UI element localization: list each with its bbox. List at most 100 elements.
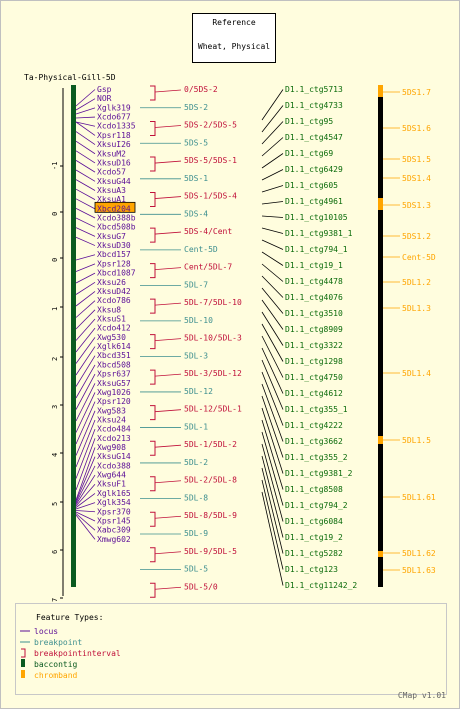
contig-label[interactable]: D1.1_ctg3662 [285, 437, 343, 446]
locus-label[interactable]: Xksu24 [97, 415, 126, 424]
interval-label[interactable]: 5DS-2/5DS-5 [184, 121, 237, 130]
contig-label[interactable]: D1.1_ctg5282 [285, 549, 343, 558]
locus-label[interactable]: Xwg908 [97, 443, 126, 452]
locus-label[interactable]: Xpsr370 [97, 507, 131, 516]
locus-label[interactable]: XksuS1 [97, 315, 126, 324]
contig-label[interactable]: D1.1_ctg4961 [285, 197, 343, 206]
breakpoint-label[interactable]: 5DL-1 [184, 422, 208, 431]
chromband-label[interactable]: 5DL1.63 [402, 566, 436, 575]
contig-label[interactable]: D1.1_ctg794_1 [285, 245, 348, 254]
contig-label[interactable]: D1.1_ctg69 [285, 149, 333, 158]
locus-label[interactable]: Xcdo388 [97, 461, 131, 470]
reference-backbone[interactable] [71, 85, 76, 587]
interval-label[interactable]: 5DS-5/5DS-1 [184, 156, 237, 165]
locus-label[interactable]: Xabc309 [97, 526, 131, 535]
interval-label[interactable]: 5DS-4/Cent [184, 227, 232, 236]
contig-label[interactable]: D1.1_ctg4612 [285, 389, 343, 398]
reference-box[interactable]: Reference Wheat, Physical [192, 13, 276, 63]
breakpoint-label[interactable]: Cent-5D [184, 245, 218, 254]
interval-label[interactable]: 5DL-3/5DL-12 [184, 369, 242, 378]
locus-label[interactable]: Xglk614 [97, 342, 131, 351]
contig-label[interactable]: D1.1_ctg19_1 [285, 261, 343, 270]
locus-label[interactable]: Xwg1026 [97, 388, 131, 397]
breakpoint-label[interactable]: 5DL-12 [184, 387, 213, 396]
chromband-label[interactable]: 5DS1.5 [402, 155, 431, 164]
locus-label[interactable]: Xpsr145 [97, 516, 131, 525]
locus-label[interactable]: Xcdo57 [97, 168, 126, 177]
contig-label[interactable]: D1.1_ctg9381_1 [285, 229, 353, 238]
map-title[interactable]: Ta-Physical-Gill-5D [24, 73, 116, 82]
contig-label[interactable]: D1.1_ctg10105 [285, 213, 348, 222]
locus-label[interactable]: XksuA1 [97, 195, 126, 204]
interval-label[interactable]: 5DS-1/5DS-4 [184, 192, 237, 201]
locus-label[interactable]: Xcdo213 [97, 434, 131, 443]
locus-label[interactable]: Xbcd508 [97, 360, 131, 369]
contig-label[interactable]: D1.1_ctg4222 [285, 421, 343, 430]
chromband-label[interactable]: 5DS1.7 [402, 88, 431, 97]
locus-label[interactable]: Xpsr637 [97, 370, 131, 379]
contig-label[interactable]: D1.1_ctg3510 [285, 309, 343, 318]
locus-label[interactable]: Xbcd1087 [97, 269, 136, 278]
locus-label[interactable]: XksuA3 [97, 186, 126, 195]
comparative-backbone[interactable] [378, 85, 383, 587]
locus-label[interactable]: Xglk165 [97, 489, 131, 498]
breakpoint-label[interactable]: 5DL-2 [184, 458, 208, 467]
interval-label[interactable]: 5DL-9/5DL-5 [184, 547, 237, 556]
contig-label[interactable]: D1.1_ctg9381_2 [285, 469, 353, 478]
locus-label[interactable]: Xpsr120 [97, 397, 131, 406]
locus-label[interactable]: XksuG7 [97, 232, 126, 241]
locus-label[interactable]: Xbcd204 [97, 204, 131, 213]
contig-label[interactable]: D1.1_ctg4478 [285, 277, 343, 286]
contig-label[interactable]: D1.1_ctg8909 [285, 325, 343, 334]
locus-label[interactable]: Xksu26 [97, 278, 126, 287]
contig-label[interactable]: D1.1_ctg6429 [285, 165, 343, 174]
locus-label[interactable]: Xbcd351 [97, 351, 131, 360]
contig-label[interactable]: D1.1_ctg4750 [285, 373, 343, 382]
locus-label[interactable]: Xcdo412 [97, 324, 131, 333]
interval-label[interactable]: 0/5DS-2 [184, 85, 218, 94]
chromband-label[interactable]: 5DS1.6 [402, 124, 431, 133]
locus-label[interactable]: XksuD16 [97, 158, 131, 167]
contig-label[interactable]: D1.1_ctg4733 [285, 101, 343, 110]
chromband-label[interactable]: 5DS1.3 [402, 201, 431, 210]
locus-label[interactable]: Xwg583 [97, 406, 126, 415]
contig-label[interactable]: D1.1_ctg6084 [285, 517, 343, 526]
locus-label[interactable]: XksuD42 [97, 287, 131, 296]
locus-label[interactable]: Xcdo1335 [97, 122, 136, 131]
contig-label[interactable]: D1.1_ctg3322 [285, 341, 343, 350]
breakpoint-label[interactable]: 5DL-3 [184, 351, 208, 360]
chromband-label[interactable]: 5DL1.2 [402, 278, 431, 287]
locus-label[interactable]: XksuG44 [97, 177, 131, 186]
locus-label[interactable]: Xcdo388b [97, 214, 136, 223]
locus-label[interactable]: Gsp [97, 85, 112, 94]
locus-label[interactable]: Xwg644 [97, 471, 126, 480]
breakpoint-label[interactable]: 5DS-4 [184, 209, 208, 218]
locus-label[interactable]: Xpsr128 [97, 259, 131, 268]
locus-label[interactable]: Xbcd157 [97, 250, 131, 259]
contig-label[interactable]: D1.1_ctg5713 [285, 85, 343, 94]
contig-label[interactable]: D1.1_ctg8508 [285, 485, 343, 494]
locus-label[interactable]: Xcdo786 [97, 296, 131, 305]
interval-label[interactable]: 5DL-10/5DL-3 [184, 334, 242, 343]
chromband-label[interactable]: 5DS1.4 [402, 174, 431, 183]
chromband-label[interactable]: 5DL1.62 [402, 549, 436, 558]
breakpoint-label[interactable]: 5DL-5 [184, 565, 208, 574]
locus-label[interactable]: Xglk319 [97, 103, 131, 112]
contig-label[interactable]: D1.1_ctg19_2 [285, 533, 343, 542]
locus-label[interactable]: Xglk354 [97, 498, 131, 507]
locus-label[interactable]: Xksu8 [97, 305, 121, 314]
contig-label[interactable]: D1.1_ctg1298 [285, 357, 343, 366]
interval-label[interactable]: 5DL-5/0 [184, 582, 218, 591]
interval-label[interactable]: 5DL-2/5DL-8 [184, 476, 237, 485]
contig-label[interactable]: D1.1_ctg605 [285, 181, 338, 190]
interval-label[interactable]: 5DL-1/5DL-2 [184, 440, 237, 449]
contig-label[interactable]: D1.1_ctg123 [285, 565, 338, 574]
breakpoint-label[interactable]: 5DS-1 [184, 174, 208, 183]
locus-label[interactable]: XksuM2 [97, 149, 126, 158]
contig-label[interactable]: D1.1_ctg794_2 [285, 501, 348, 510]
contig-label[interactable]: D1.1_ctg4076 [285, 293, 343, 302]
contig-label[interactable]: D1.1_ctg355_2 [285, 453, 348, 462]
locus-label[interactable]: XksuI26 [97, 140, 131, 149]
interval-label[interactable]: 5DL-7/5DL-10 [184, 298, 242, 307]
breakpoint-label[interactable]: 5DL-8 [184, 493, 208, 502]
